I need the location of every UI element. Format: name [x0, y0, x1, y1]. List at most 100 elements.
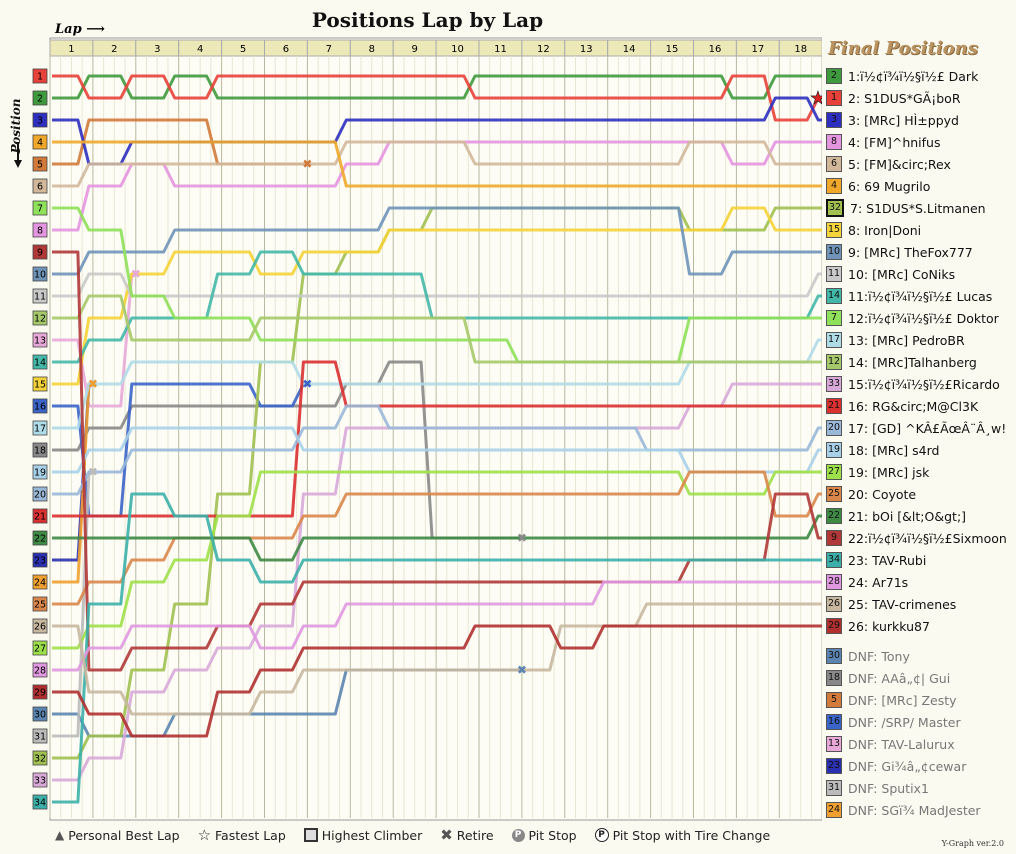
driver-name: 7: S1DUS*S.Litmanen	[850, 200, 986, 216]
final-position-row: 8 4: [FM]^hnifus	[826, 133, 941, 151]
start-position-label: 11	[34, 292, 46, 303]
start-position-box	[32, 288, 48, 304]
lap-tick-label: 14	[623, 44, 636, 55]
final-position-row: 29 26: kurkku87	[826, 617, 930, 635]
chart-title: Positions Lap by Lap	[311, 8, 544, 32]
driver-line	[52, 206, 822, 364]
start-position-label: 12	[34, 314, 46, 325]
final-position-row: 10 9: [MRc] TheFox777	[826, 243, 973, 261]
retire-marker: ✖	[517, 663, 527, 677]
dnf-row: 30 DNF: Tony	[826, 647, 910, 665]
grid-number-badge: 11	[826, 266, 842, 282]
driver-name: 19: [MRc] jsk	[848, 464, 930, 480]
start-position-label: 23	[34, 556, 46, 567]
final-position-row: 28 24: Ar71s	[826, 573, 908, 591]
driver-name: 14: [MRc]Talhanberg	[848, 354, 977, 370]
driver-line	[52, 470, 822, 650]
start-position-label: 34	[34, 798, 46, 809]
driver-name: 1:ï½¢ï¾ï½§ï½£ Dark	[848, 68, 979, 84]
start-position-box	[32, 398, 48, 414]
driver-name: 13: [MRc] PedroBR	[848, 332, 965, 348]
final-position-row: 34 23: TAV-Rubi	[826, 551, 926, 569]
grid-number-badge: 17	[826, 332, 842, 348]
legend-label: Fastest Lap	[215, 827, 286, 843]
start-position-box	[32, 112, 48, 128]
driver-line	[52, 404, 822, 496]
grid-number-badge: 33	[826, 376, 842, 392]
version-label: Y-Graph ver.2.0	[941, 839, 1004, 848]
start-position-box	[32, 222, 48, 238]
dnf-row: 13 DNF: TAV-Lalurux	[826, 735, 955, 753]
start-position-box	[32, 354, 48, 370]
lap-tick-label: 8	[369, 44, 375, 55]
start-position-box	[32, 596, 48, 612]
start-position-label: 25	[34, 600, 46, 611]
grid-number-badge: 22	[826, 508, 842, 524]
start-position-label: 5	[37, 160, 43, 171]
start-position-box	[32, 706, 48, 722]
driver-name: DNF: SGï¾ MadJester	[848, 802, 981, 818]
final-position-row: 21 16: RG&circ;M@Cl3K	[826, 397, 978, 415]
start-position-label: 16	[34, 402, 46, 413]
dnf-row: 23 DNF: Gi¾â„¢cewar	[826, 757, 966, 775]
positions-chart: 1 2 3 4 5 6 7 8 9 10 11 12 13 14 15 16 17 181234567891011…	[32, 37, 822, 821]
start-position-label: 4	[37, 138, 43, 149]
legend-fastest-lap: ☆ Fastest Lap	[198, 826, 286, 844]
grid-number-badge: 15	[826, 222, 842, 238]
start-position-label: 15	[34, 380, 46, 391]
lap-tick-label: 3	[154, 44, 160, 55]
legend-label: Pit Stop	[528, 827, 577, 843]
start-position-box	[32, 90, 48, 106]
driver-name: 17: [GD] ^KÂ£ÃœÂ¨Â¸w!	[848, 420, 1007, 436]
final-position-row: 20 17: [GD] ^KÂ£ÃœÂ¨Â¸w!	[826, 419, 1006, 437]
grid-number-badge: 2	[826, 68, 842, 84]
driver-line	[52, 74, 822, 122]
driver-line	[52, 514, 822, 562]
final-position-row: 12 14: [MRc]Talhanberg	[826, 353, 977, 371]
retire-marker: ✖	[88, 377, 98, 391]
grid-number-badge: 10	[826, 244, 842, 260]
start-position-label: 13	[34, 336, 46, 347]
final-position-row: 9 22:ï½¢ï¾ï½§ï½£Sixmoon	[826, 529, 1007, 547]
lap-tick-label: 1	[68, 44, 74, 55]
grid-number-badge: 21	[826, 398, 842, 414]
cross-icon: ✖	[440, 826, 453, 844]
driver-name: 25: TAV-crimenes	[848, 596, 957, 612]
lap-axis-label: Lap ⟶	[55, 22, 105, 37]
start-position-box	[32, 530, 48, 546]
retire-marker: ✖	[302, 377, 312, 391]
driver-line	[52, 206, 822, 276]
start-position-label: 20	[34, 490, 46, 501]
lap-tick-label: 9	[411, 44, 417, 55]
start-position-box	[32, 376, 48, 392]
start-position-label: 28	[34, 666, 46, 677]
start-position-box	[32, 662, 48, 678]
lap-label-text: Lap	[55, 22, 82, 37]
lap-tick-label: 7	[326, 44, 332, 55]
grid-number-badge: 1	[826, 90, 842, 106]
pit-tire-icon: P	[594, 828, 609, 842]
retire-marker: ✖	[302, 157, 312, 171]
start-position-box	[32, 178, 48, 194]
start-position-box	[32, 640, 48, 656]
driver-name: 3: [MRc] HÌ±ppyd	[848, 112, 959, 128]
start-position-label: 7	[37, 204, 43, 215]
driver-name: 21: bOi [&lt;O&gt;]	[848, 508, 967, 524]
grid-number-badge: 8	[826, 134, 842, 150]
grid-number-badge: 34	[826, 552, 842, 568]
grid-number-badge: 28	[826, 574, 842, 590]
legend-pit-tire: P Pit Stop with Tire Change	[594, 828, 770, 843]
lap-tick-label: 4	[197, 44, 203, 55]
driver-name: 18: [MRc] s4rd	[848, 442, 940, 458]
grid-number-badge: 6	[826, 156, 842, 172]
start-position-label: 6	[37, 182, 43, 193]
lap-tick-label: 5	[240, 44, 246, 55]
driver-name: DNF: AAâ„¢| Gui	[848, 670, 951, 686]
square-icon	[303, 828, 318, 842]
start-position-box	[32, 244, 48, 260]
driver-name: 26: kurkku87	[848, 618, 930, 634]
start-position-box	[32, 552, 48, 568]
driver-name: 2: S1DUS*GÃ¡boR	[848, 90, 961, 106]
grid-number-badge: 31	[826, 780, 842, 796]
driver-name: 4: [FM]^hnifus	[848, 134, 941, 150]
